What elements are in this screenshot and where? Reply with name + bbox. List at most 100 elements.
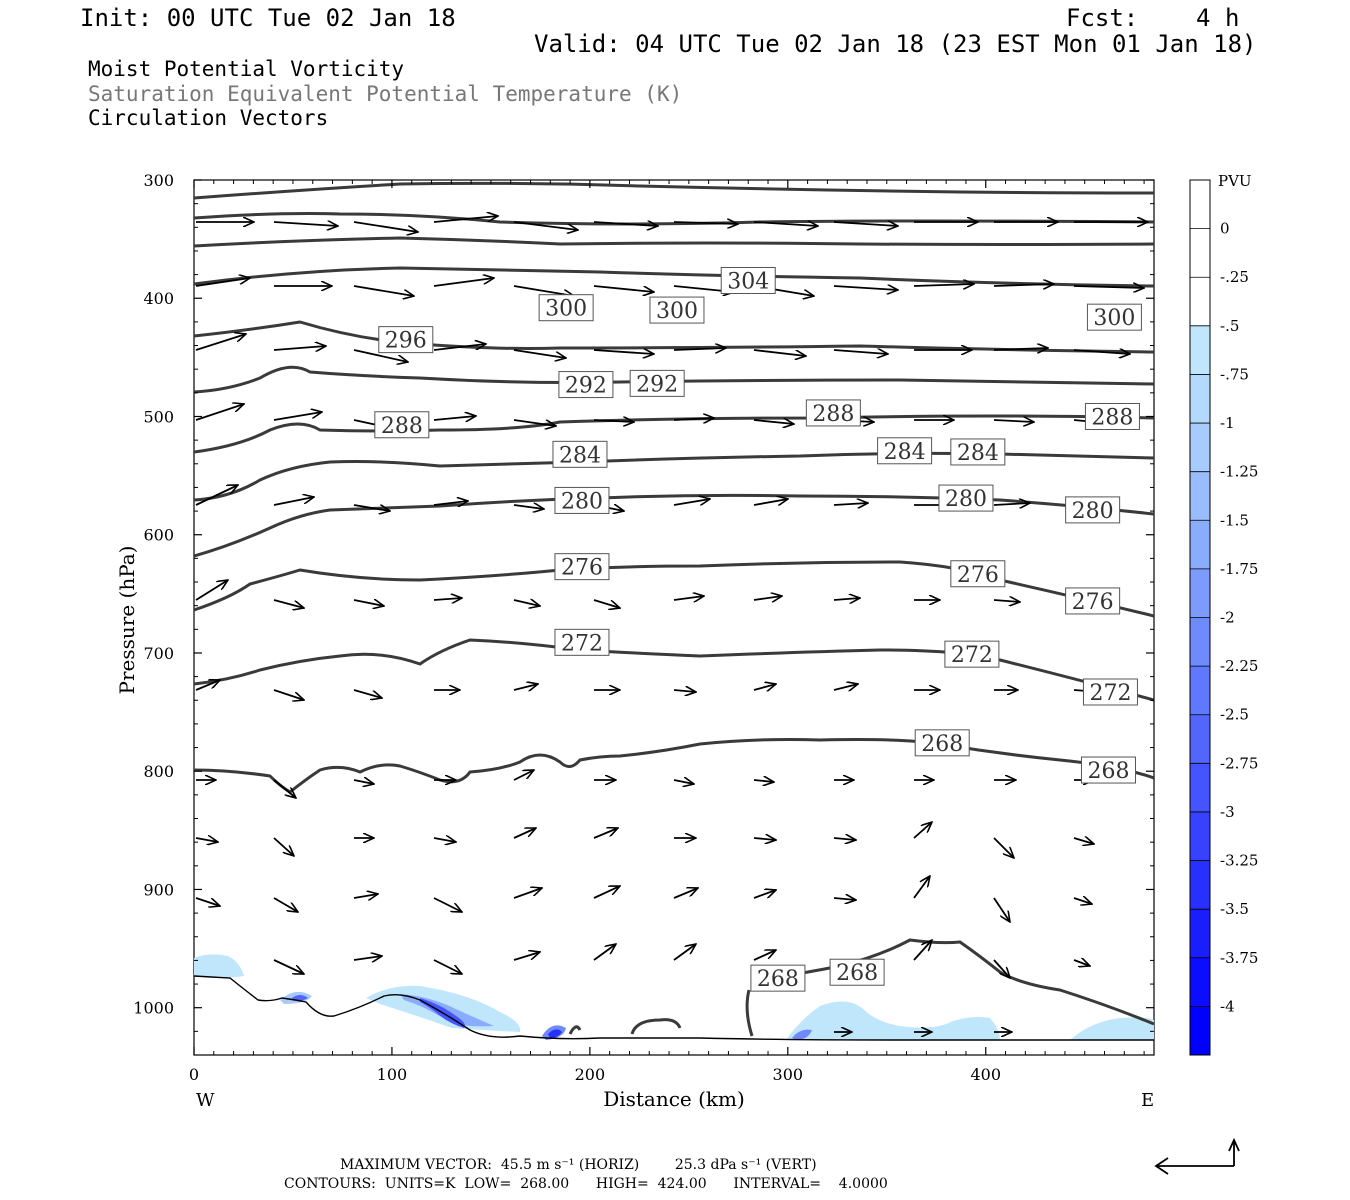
isotherm-label-text: 288 [1091, 405, 1133, 430]
vector-arrow [913, 284, 974, 286]
isotherm-label-text: 272 [951, 643, 993, 668]
vector-arrow [753, 222, 818, 226]
isotherm-label-text: 288 [812, 402, 854, 427]
vector-arrow [195, 838, 218, 842]
colorbar-label: -2.25 [1220, 657, 1258, 675]
vector-arrow [993, 837, 1014, 858]
colorbar-swatch [1190, 568, 1210, 618]
vector-arrow [273, 689, 304, 700]
vector-arrow [1073, 286, 1144, 288]
vector-arrow [513, 221, 578, 230]
vector-arrow [913, 876, 930, 899]
vector-arrow [195, 334, 246, 351]
colorbar-swatch [1190, 374, 1210, 424]
isotherm-label: 296 [378, 326, 434, 354]
vector-arrow [753, 499, 788, 506]
isotherm-label: 300 [538, 294, 594, 322]
west-label: W [196, 1090, 215, 1111]
vector-arrow [353, 504, 390, 511]
colorbar-swatch [1190, 228, 1210, 278]
colorbar-swatch [1190, 423, 1210, 473]
isotherm-label: 268 [1080, 756, 1136, 784]
isotherm-label: 276 [1065, 587, 1121, 615]
isotherm-label: 284 [552, 440, 608, 468]
y-tick-label: 900 [143, 880, 174, 899]
vector-arrow [993, 420, 1034, 422]
vector-arrow [1073, 898, 1092, 904]
vector-arrow [753, 684, 776, 690]
colorbar-swatch [1190, 617, 1210, 667]
vector-arrow [353, 780, 374, 784]
colorbar-swatch [1190, 325, 1210, 375]
y-tick-label: 600 [143, 526, 174, 545]
vector-arrow [993, 348, 1048, 350]
isotherm-label-text: 300 [1093, 306, 1135, 331]
colorbar-swatch [1190, 860, 1210, 910]
colorbar-label: -1.5 [1220, 511, 1249, 529]
vector-arrow [513, 600, 540, 606]
vector-arrow [833, 350, 888, 354]
isotherm-label: 276 [554, 553, 610, 581]
isotherm-label-text: 284 [884, 440, 926, 465]
vector-arrow [593, 350, 654, 354]
y-tick-label: 700 [143, 644, 174, 663]
field-title-mpv: Moist Potential Vorticity [88, 57, 405, 81]
colorbar-label: -3.75 [1220, 949, 1258, 967]
plot-frame [193, 179, 1155, 1056]
vector-arrow [195, 897, 220, 906]
colorbar-swatch [1190, 957, 1210, 1007]
max-vector-note: MAXIMUM VECTOR: 45.5 m s⁻¹ (HORIZ) 25.3 … [340, 1157, 817, 1173]
colorbar-swatch [1190, 471, 1210, 521]
vector-arrow [433, 501, 468, 505]
vector-arrow [673, 348, 726, 350]
isotherm-label: 292 [629, 369, 685, 397]
vector-arrow [593, 599, 620, 608]
field-title-vectors: Circulation Vectors [88, 106, 329, 130]
vector-arrow [913, 940, 932, 961]
vector-arrow [273, 837, 294, 856]
colorbar-label: -2.75 [1220, 754, 1258, 772]
vector-arrow [513, 419, 556, 426]
isotherm-label: 272 [944, 640, 1000, 668]
x-tick-label: 300 [773, 1065, 804, 1084]
vector-arrow [673, 596, 704, 600]
vector-arrow [353, 285, 414, 296]
colorbar-label: 0 [1220, 220, 1230, 238]
vector-arrow [673, 888, 698, 899]
x-tick-label: 0 [189, 1065, 199, 1084]
vector-arrow [273, 959, 304, 974]
colorbar-swatch [1190, 811, 1210, 862]
colorbar-label: -4 [1220, 997, 1235, 1015]
isotherm-label-text: 292 [636, 372, 678, 397]
isotherm-label-text: 276 [957, 563, 999, 588]
vector-arrow [833, 286, 898, 290]
colorbar-swatch [1190, 1006, 1210, 1056]
vector-arrow [513, 770, 534, 781]
vector-arrow [593, 885, 620, 899]
vector-arrow [993, 600, 1020, 602]
isotherm-label: 272 [554, 628, 610, 656]
vector-arrow [753, 780, 774, 782]
vector-arrow [433, 278, 494, 287]
vector-arrow [433, 344, 486, 351]
isotherm-label-text: 272 [1089, 681, 1131, 706]
vector-arrow [993, 503, 1030, 505]
field-title-theta-es: Saturation Equivalent Potential Temperat… [88, 82, 683, 106]
isotherm-label-text: 280 [1072, 499, 1114, 524]
isotherm-label-text: 284 [957, 441, 999, 466]
isotherm-label-text: 276 [1072, 590, 1114, 615]
colorbar-label: -3.25 [1220, 852, 1258, 870]
colorbar-swatch [1190, 520, 1210, 570]
vector-arrow [753, 349, 806, 356]
vector-arrow [1073, 838, 1094, 844]
vector-arrow [513, 888, 542, 899]
vector-arrow [433, 897, 462, 912]
isotherm-label-text: 280 [561, 489, 603, 514]
isotherm-label: 300 [1086, 303, 1142, 331]
y-axis: 300 400 500 600 700 800 900 1000 [133, 171, 1154, 1056]
vector-arrow [753, 596, 782, 600]
isotherm-label-text: 276 [561, 556, 603, 581]
isotherm-label: 292 [558, 371, 614, 399]
vector-arrow [673, 499, 710, 506]
colorbar-label: -1 [1220, 414, 1235, 432]
